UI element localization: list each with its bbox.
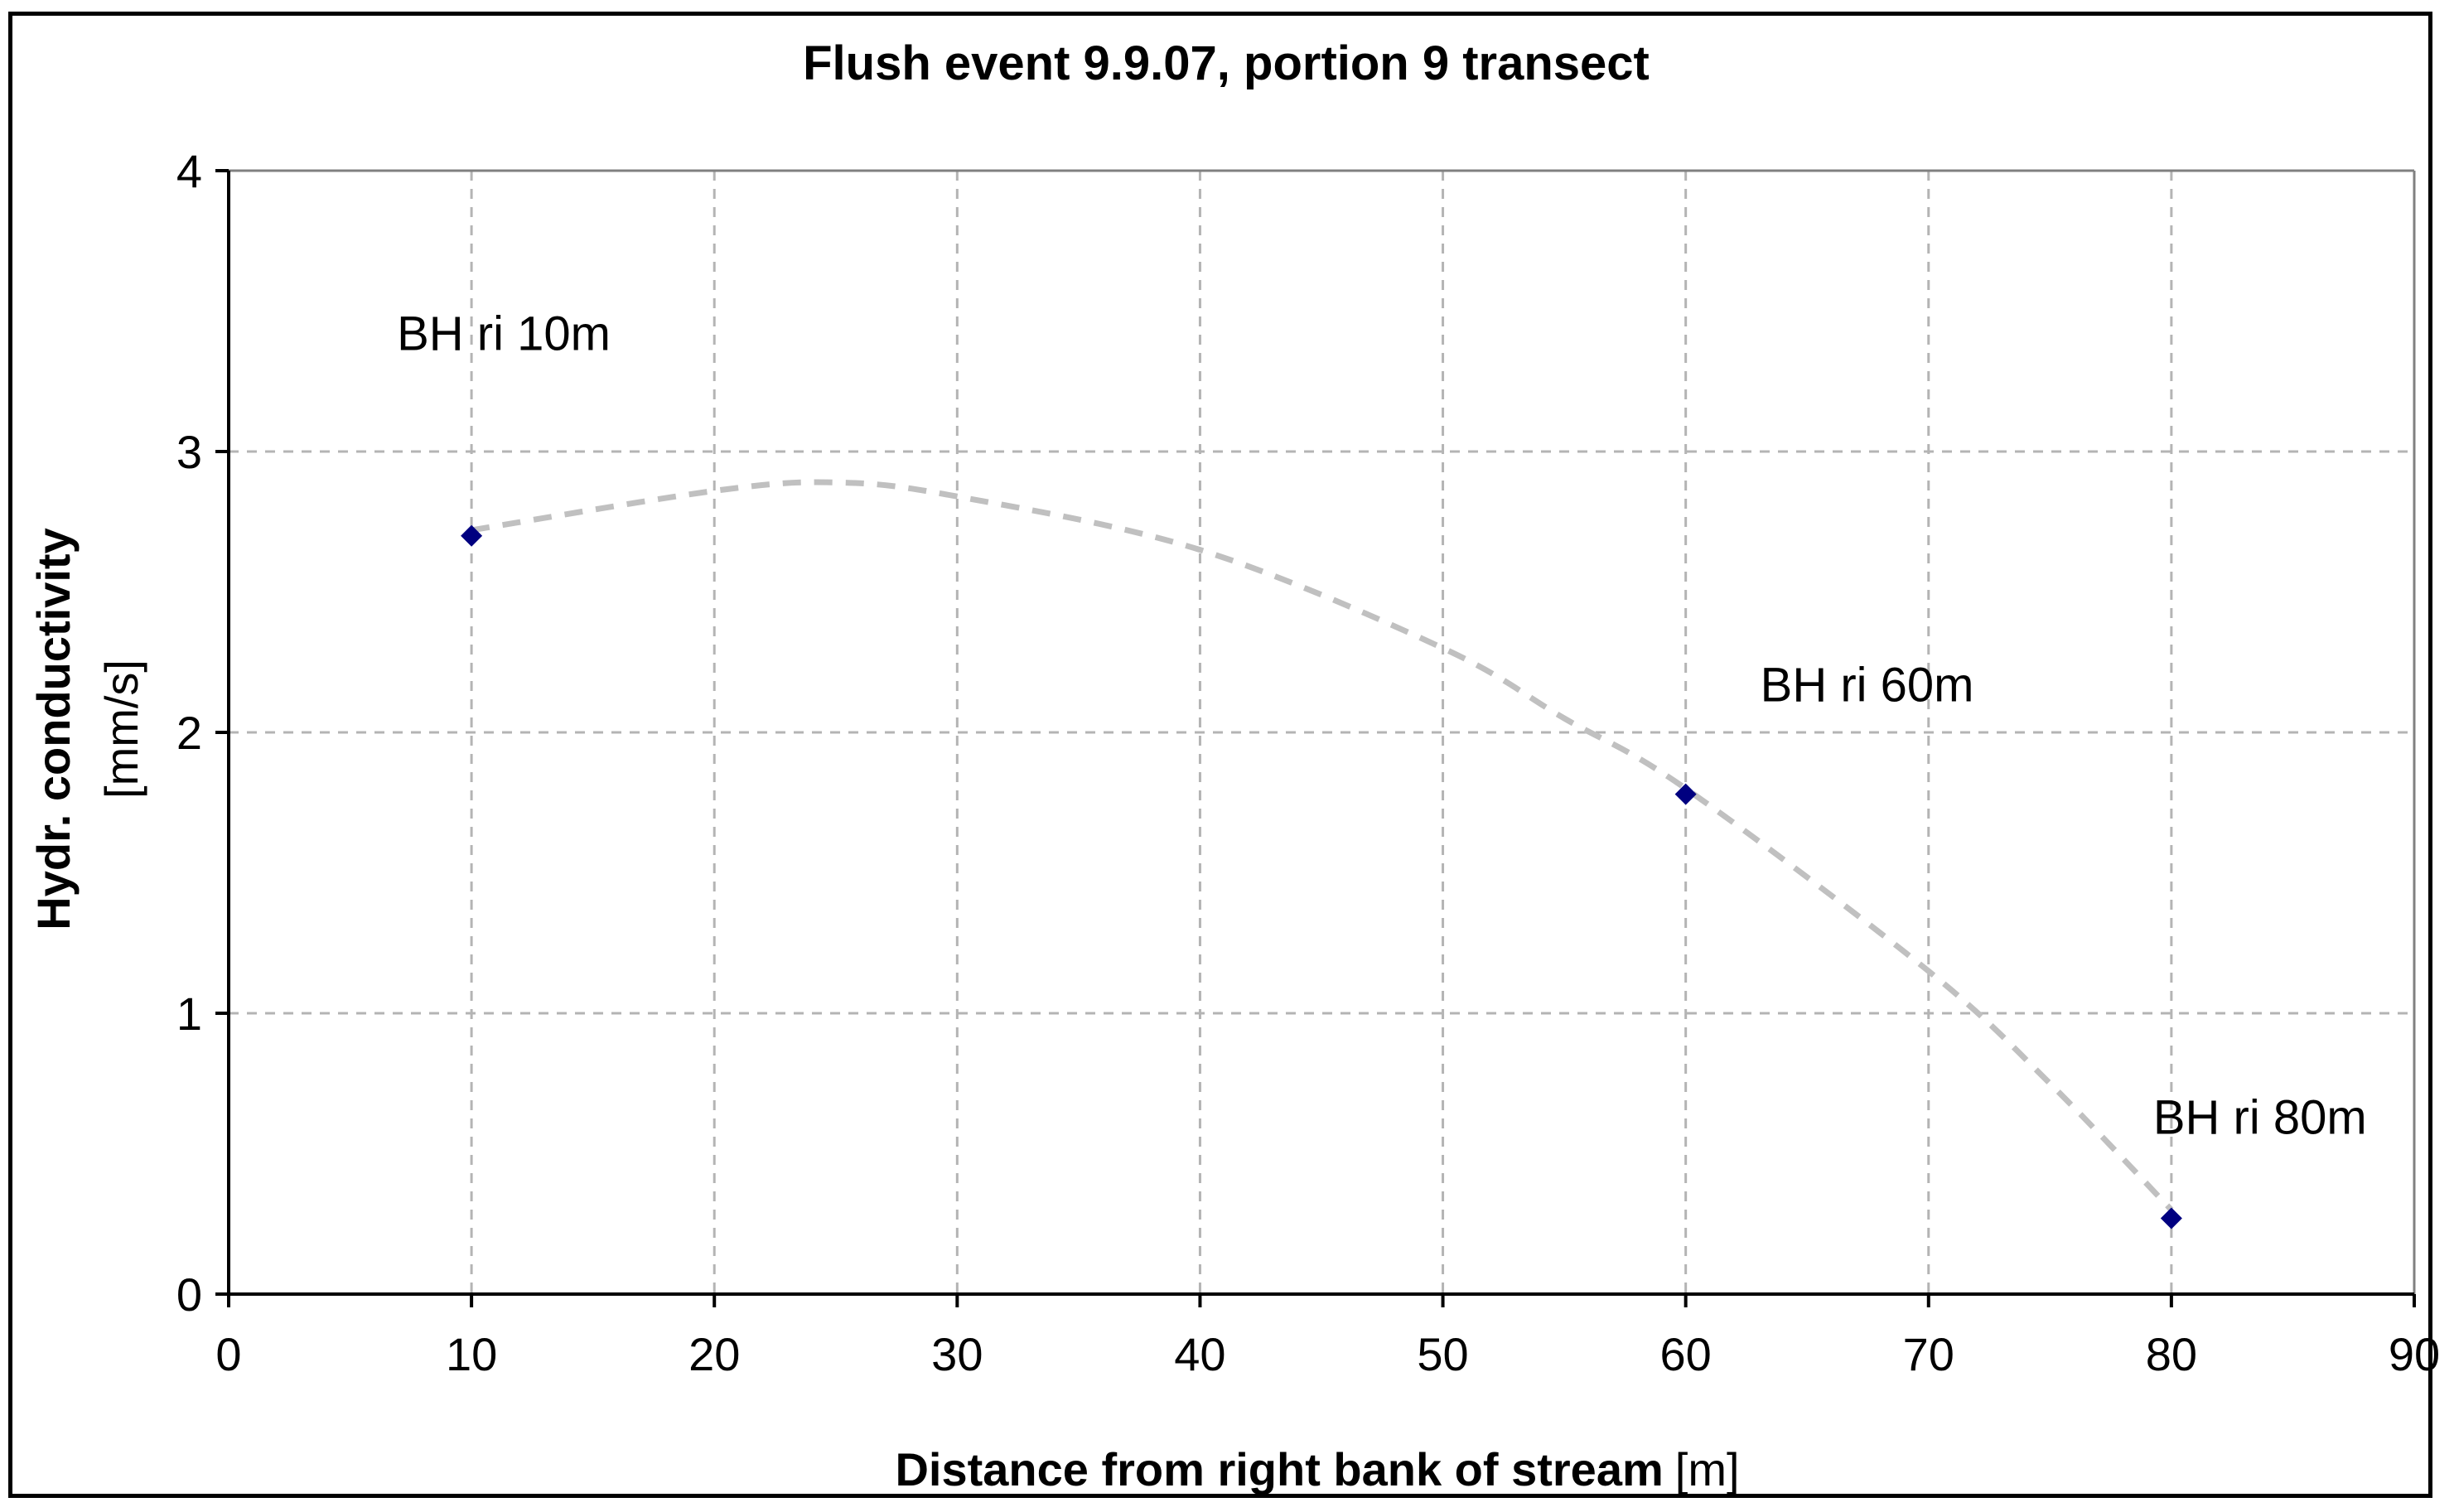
- x-tick-label: 90: [2389, 1328, 2440, 1380]
- x-tick-label: 10: [446, 1328, 497, 1380]
- y-tick-labels: 0 1 2 3 4: [176, 145, 202, 1321]
- data-point-label: BH ri 80m: [2153, 1090, 2367, 1144]
- y-axis-unit: [mm/s]: [95, 659, 147, 799]
- data-point-label: BH ri 10m: [397, 307, 611, 361]
- axes: [215, 169, 2416, 1307]
- y-tick-label: 2: [176, 707, 202, 759]
- y-tick-label: 1: [176, 988, 202, 1040]
- y-tick-label: 4: [176, 145, 202, 197]
- x-tick-labels: 0 10 20 30 40 50 60 70 80 90: [215, 1328, 2440, 1380]
- x-tick-label: 50: [1417, 1328, 1468, 1380]
- x-tick-label: 70: [1903, 1328, 1954, 1380]
- data-point-marker: [1674, 783, 1697, 805]
- data-point-marker: [2160, 1207, 2182, 1229]
- x-tick-label: 80: [2146, 1328, 2197, 1380]
- trend-curve-path: [471, 479, 2174, 1212]
- grid-lines: [229, 169, 2416, 1294]
- y-tick-label: 0: [176, 1268, 202, 1321]
- plot-border: [229, 169, 2416, 1294]
- x-tick-label: 30: [931, 1328, 983, 1380]
- point-labels: BH ri 10m BH ri 60m BH ri 80m: [397, 307, 2367, 1145]
- trend-curve: [471, 479, 2174, 1212]
- x-tick-label: 60: [1660, 1328, 1712, 1380]
- data-points: [461, 524, 2182, 1229]
- data-point-marker: [461, 524, 483, 547]
- data-point-label: BH ri 60m: [1761, 659, 1974, 713]
- y-axis-title: Hydr. conductivity: [27, 528, 80, 930]
- x-axis-title: Distance from right bank of stream [m]: [895, 1443, 1739, 1495]
- chart-title: Flush event 9.9.07, portion 9 transect: [803, 36, 1650, 90]
- x-tick-label: 40: [1174, 1328, 1225, 1380]
- x-tick-label: 0: [215, 1328, 241, 1380]
- x-axis-label: Distance from right bank of stream: [895, 1443, 1663, 1495]
- y-tick-label: 3: [176, 426, 202, 478]
- x-tick-label: 20: [688, 1328, 740, 1380]
- chart-frame: [8, 12, 2432, 1498]
- x-axis-unit: [m]: [1675, 1443, 1740, 1495]
